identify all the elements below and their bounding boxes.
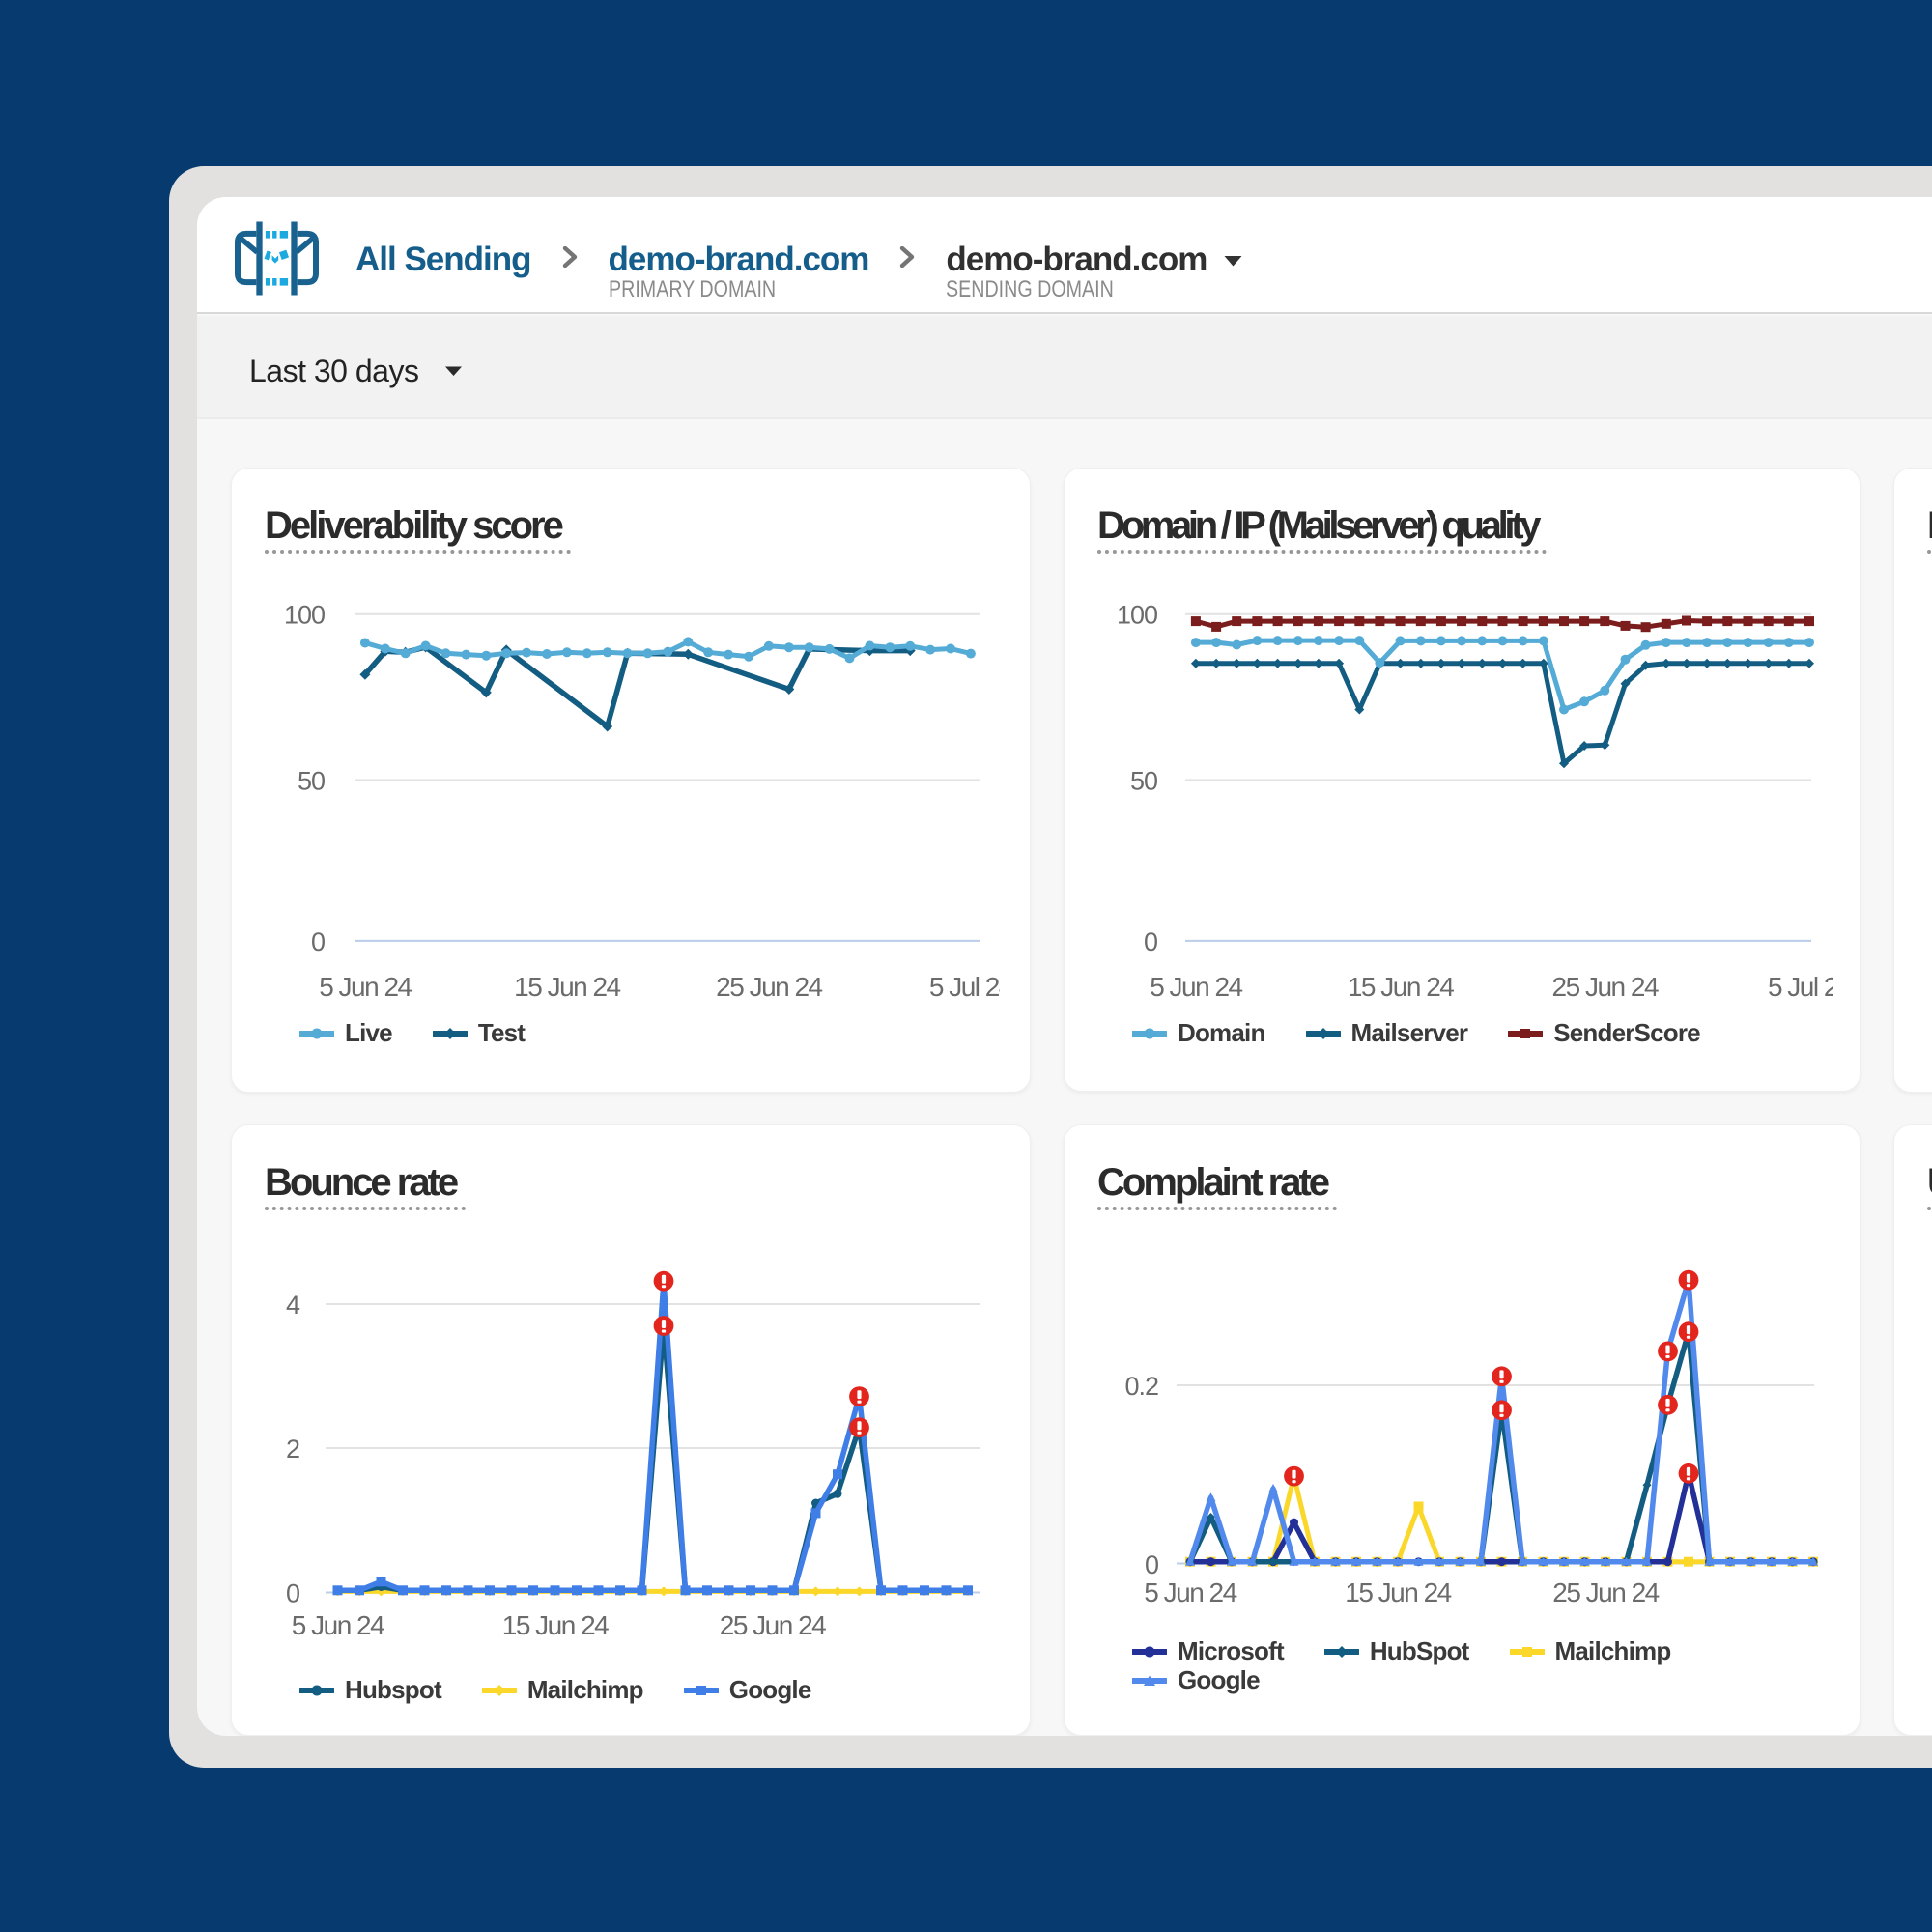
svg-text:5 Jul 24: 5 Jul 24 xyxy=(929,972,1000,1002)
svg-text:15 Jun 24: 15 Jun 24 xyxy=(514,972,620,1002)
svg-text:5 Jun 24: 5 Jun 24 xyxy=(1150,972,1242,1002)
svg-text:100: 100 xyxy=(1117,601,1157,630)
svg-text:15 Jun 24: 15 Jun 24 xyxy=(502,1610,609,1640)
svg-text:15 Jun 24: 15 Jun 24 xyxy=(1345,1577,1451,1607)
svg-text:0: 0 xyxy=(286,1579,299,1608)
svg-text:50: 50 xyxy=(1130,767,1157,796)
svg-text:4: 4 xyxy=(286,1291,300,1320)
svg-text:5 Jun 24: 5 Jun 24 xyxy=(319,972,412,1002)
svg-text:100: 100 xyxy=(284,601,325,630)
svg-text:5 Jun 24: 5 Jun 24 xyxy=(1144,1577,1236,1607)
svg-text:25 Jun 24: 25 Jun 24 xyxy=(1552,972,1659,1002)
svg-text:0: 0 xyxy=(311,927,325,956)
svg-text:0.2: 0.2 xyxy=(1124,1372,1158,1401)
svg-text:5 Jun 24: 5 Jun 24 xyxy=(292,1610,384,1640)
svg-text:0: 0 xyxy=(1145,1550,1158,1579)
svg-text:25 Jun 24: 25 Jun 24 xyxy=(716,972,822,1002)
svg-text:2: 2 xyxy=(286,1435,299,1463)
svg-text:25 Jun 24: 25 Jun 24 xyxy=(1552,1577,1659,1607)
svg-text:0: 0 xyxy=(1144,927,1157,956)
svg-text:25 Jun 24: 25 Jun 24 xyxy=(720,1610,826,1640)
svg-text:15 Jun 24: 15 Jun 24 xyxy=(1348,972,1454,1002)
svg-text:5 Jul 24: 5 Jul 24 xyxy=(1768,972,1833,1002)
svg-text:50: 50 xyxy=(298,767,325,796)
